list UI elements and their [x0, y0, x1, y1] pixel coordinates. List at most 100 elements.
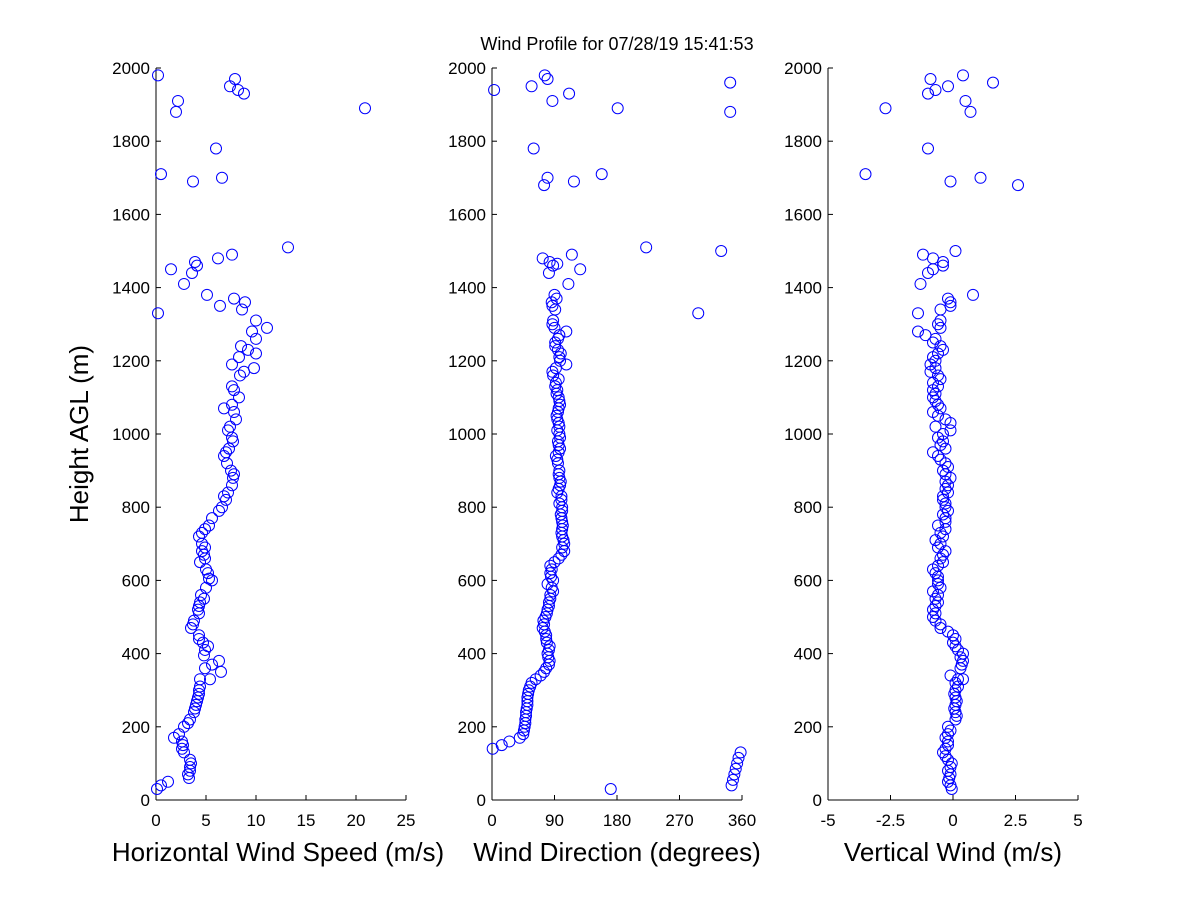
speed-data-point [223, 442, 235, 455]
direction-data-point [551, 343, 564, 356]
vertical-data-point [939, 413, 952, 426]
direction-data-point [549, 362, 562, 375]
vertical-data-point [937, 428, 949, 440]
vertical-data-point [927, 611, 939, 623]
speed-data-point [177, 739, 189, 752]
vertical-data-point [987, 76, 999, 89]
vertical-data-point [927, 446, 939, 459]
vertical-data-point [927, 391, 939, 404]
speed-data-point [229, 72, 241, 85]
vertical-data-point [944, 296, 957, 309]
vertical-data-point [964, 105, 977, 118]
vertical-data-point [949, 632, 962, 645]
vertical-data-point [934, 453, 947, 466]
speed-y-tick-label: 1800 [112, 132, 150, 151]
direction-data-point [692, 307, 705, 320]
vertical-y-tick-label: 2000 [784, 59, 822, 78]
vertical-data-point [937, 343, 949, 356]
direction-data-point [724, 76, 737, 89]
vertical-x-tick-label: 0 [948, 811, 957, 830]
speed-data-point [194, 680, 206, 693]
speed-data-point [170, 105, 182, 118]
vertical-data-point [942, 80, 954, 93]
direction-data-point [543, 255, 556, 268]
vertical-data-point [932, 596, 944, 609]
direction-data-point [565, 248, 578, 261]
horizontal-wind-speed-panel: 0 200 400 600 800 1000 1200 1400 1600 1800 2000 0 5 1… [64, 59, 444, 867]
vertical-data-point [939, 515, 952, 528]
direction-data-point [548, 556, 561, 569]
vertical-data-point [919, 329, 932, 342]
speed-data-point [178, 720, 190, 733]
speed-data-point [226, 380, 238, 393]
vertical-data-point [942, 486, 954, 499]
vertical-data-point [942, 735, 954, 748]
speed-data-point [190, 698, 202, 711]
vertical-data-point [927, 252, 939, 265]
direction-y-tick-label: 2000 [448, 59, 486, 78]
speed-y-tick-label: 1200 [112, 352, 150, 371]
speed-x-tick-label: 25 [397, 811, 416, 830]
direction-data-point [521, 691, 534, 704]
direction-data-point [488, 83, 501, 96]
direction-data-point [542, 643, 555, 656]
speed-data-point [172, 94, 184, 107]
speed-data-point [193, 530, 205, 543]
vertical-data-point [927, 336, 939, 349]
speed-data-point [195, 589, 207, 602]
vertical-data-point [945, 757, 958, 770]
vertical-data-point [957, 69, 969, 82]
direction-data-point [729, 762, 742, 775]
speed-data-point [222, 486, 234, 499]
direction-data-point [726, 773, 739, 786]
direction-data-point [560, 358, 573, 371]
vertical-data-point [957, 673, 969, 686]
speed-data-point [199, 662, 211, 675]
vertical-data-point [917, 248, 929, 261]
vertical-y-tick-label: 1200 [784, 352, 822, 371]
speed-data-point [193, 632, 205, 645]
speed-data-point [199, 541, 211, 554]
speed-y-axis-label: Height AGL (m) [64, 345, 94, 523]
vertical-data-point [937, 259, 949, 272]
speed-data-point [196, 526, 208, 539]
speed-data-point [193, 629, 205, 642]
vertical-data-point [924, 72, 937, 85]
vertical-y-tick-label: 1600 [784, 205, 822, 224]
vertical-data-point [929, 607, 942, 620]
vertical-x-tick-label: -5 [820, 811, 835, 830]
speed-data-point [199, 643, 211, 656]
speed-data-point [246, 325, 258, 338]
speed-y-tick-label: 200 [122, 718, 150, 737]
vertical-data-point [929, 387, 942, 400]
vertical-data-point [937, 548, 949, 561]
direction-data-point [567, 175, 580, 188]
vertical-data-point [942, 728, 954, 741]
speed-y-tick-label: 0 [141, 791, 150, 810]
speed-x-tick-label: 5 [201, 811, 210, 830]
direction-data-point [549, 340, 562, 353]
vertical-data-point [859, 168, 872, 181]
direction-y-tick-label: 800 [458, 498, 486, 517]
direction-data-point [525, 80, 538, 93]
vertical-y-tick-label: 1000 [784, 425, 822, 444]
speed-data-point [226, 358, 238, 371]
vertical-data-point [939, 497, 952, 510]
speed-data-point [194, 596, 206, 609]
direction-data-point [503, 735, 516, 748]
direction-x-tick-label: 90 [545, 811, 564, 830]
direction-data-point [551, 257, 564, 270]
speed-data-point [204, 673, 216, 686]
speed-y-tick-label: 1000 [112, 425, 150, 444]
vertical-y-tick-label: 600 [794, 571, 822, 590]
speed-data-point [214, 299, 226, 312]
speed-data-point [227, 471, 239, 484]
speed-data-point [228, 468, 240, 481]
direction-data-point [549, 449, 562, 462]
vertical-data-point [1012, 179, 1024, 192]
speed-data-point [188, 614, 200, 627]
vertical-data-point [879, 102, 892, 115]
direction-data-point [540, 632, 553, 645]
speed-data-point [215, 665, 227, 678]
